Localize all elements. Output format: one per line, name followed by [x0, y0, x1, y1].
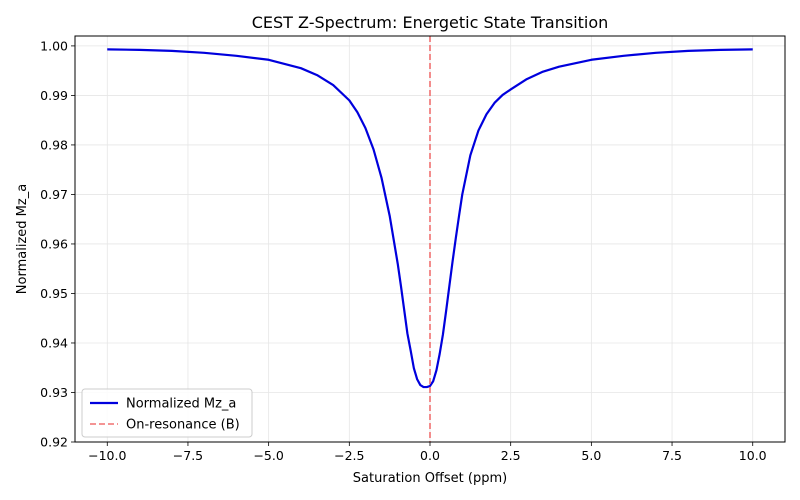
- x-tick-label: −2.5: [334, 448, 364, 463]
- y-tick-label: 0.98: [40, 137, 68, 152]
- legend-label: On-resonance (B): [126, 418, 240, 433]
- x-tick-label: −10.0: [88, 448, 126, 463]
- x-tick-label: −7.5: [173, 448, 203, 463]
- x-tick-label: 5.0: [581, 448, 601, 463]
- x-tick-label: 10.0: [739, 448, 767, 463]
- y-tick-label: 0.92: [40, 435, 68, 450]
- y-tick-label: 0.93: [40, 385, 68, 400]
- series-line-mz-a: [107, 48, 753, 389]
- y-tick-label: 1.00: [40, 38, 68, 53]
- y-tick-label: 0.97: [40, 187, 68, 202]
- x-tick-label: 0.0: [420, 448, 440, 463]
- legend: Normalized Mz_a On-resonance (B): [81, 388, 253, 438]
- x-tick-label: −5.0: [253, 448, 283, 463]
- y-tick-label: 0.94: [40, 335, 68, 350]
- x-tick-label: 2.5: [501, 448, 521, 463]
- y-tick-label: 0.99: [40, 88, 68, 103]
- tick-layer: −10.0 −7.5 −5.0 −2.5 0.0 2.5 5.0 7.5 10.0 0.92 0.9…: [40, 38, 767, 463]
- x-tick-label: 7.5: [662, 448, 682, 463]
- y-axis-label: Normalized Mz_a: [15, 184, 30, 294]
- legend-box: [81, 388, 253, 438]
- y-tick-label: 0.96: [40, 236, 68, 251]
- legend-label: Normalized Mz_a: [126, 397, 236, 412]
- chart-title: CEST Z-Spectrum: Energetic State Transit…: [252, 13, 609, 32]
- x-axis-label: Saturation Offset (ppm): [353, 471, 507, 486]
- series-layer: [107, 36, 753, 442]
- y-tick-label: 0.95: [40, 286, 68, 301]
